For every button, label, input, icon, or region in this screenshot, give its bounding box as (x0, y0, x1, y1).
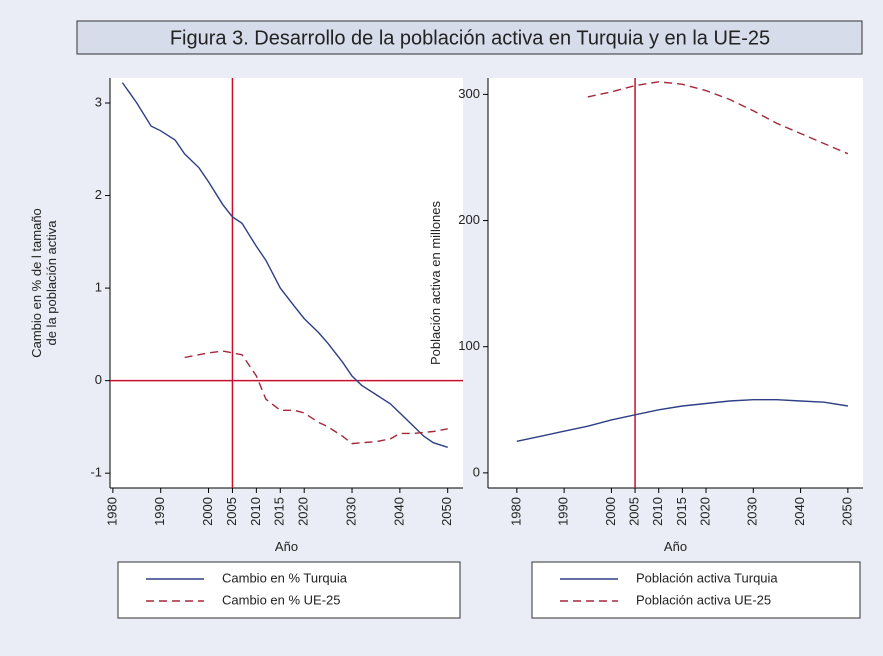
x-tick-label: 1990 (152, 497, 167, 526)
series-line (516, 399, 849, 442)
x-tick-label: 2005 (627, 497, 642, 526)
x-tick-label: 2030 (343, 497, 358, 526)
y-tick-label: 3 (95, 94, 102, 109)
legend-label: Cambio en % Turquia (222, 570, 348, 585)
plot-area (488, 78, 863, 488)
x-tick-label: 2005 (224, 497, 239, 526)
series-line (587, 81, 849, 155)
y-axis-label: Población activa en millones (428, 200, 443, 365)
x-tick-label: 1980 (104, 497, 119, 526)
legend-label: Población activa Turquia (636, 570, 778, 585)
x-axis-label: Año (275, 539, 298, 554)
plot-area (110, 78, 463, 488)
x-tick-label: 2015 (674, 497, 689, 526)
x-tick-label: 2010 (650, 497, 665, 526)
y-tick-label: 2 (95, 187, 102, 202)
x-tick-label: 2000 (200, 497, 215, 526)
figure-title: Figura 3. Desarrollo de la población act… (170, 27, 770, 49)
x-tick-label: 2020 (296, 497, 311, 526)
y-tick-label: -1 (90, 465, 102, 480)
y-tick-label: 1 (95, 280, 102, 295)
x-tick-label: 2030 (745, 497, 760, 526)
x-tick-label: 2010 (248, 497, 263, 526)
legend-label: Cambio en % UE-25 (222, 592, 341, 607)
x-tick-label: 2050 (839, 497, 854, 526)
series-line (184, 350, 448, 445)
legend-box (117, 561, 461, 619)
x-tick-label: 2050 (439, 497, 454, 526)
title-box (76, 20, 863, 55)
x-tick-label: 2020 (697, 497, 712, 526)
y-axis-label: de la población activa (44, 220, 59, 346)
y-axis-label: Cambio en % de l tamaño (29, 208, 44, 358)
y-tick-label: 200 (458, 212, 480, 227)
legend-box (531, 561, 861, 619)
series-line (121, 82, 448, 448)
x-tick-label: 2040 (792, 497, 807, 526)
y-tick-label: 0 (473, 464, 480, 479)
x-tick-label: 1990 (556, 497, 571, 526)
y-tick-label: 300 (458, 86, 480, 101)
y-tick-label: 100 (458, 338, 480, 353)
x-tick-label: 2040 (391, 497, 406, 526)
y-tick-label: 0 (95, 372, 102, 387)
x-tick-label: 2000 (603, 497, 618, 526)
x-tick-label: 1980 (508, 497, 523, 526)
x-tick-label: 2015 (272, 497, 287, 526)
x-axis-label: Año (664, 539, 687, 554)
legend-label: Población activa UE-25 (636, 592, 771, 607)
